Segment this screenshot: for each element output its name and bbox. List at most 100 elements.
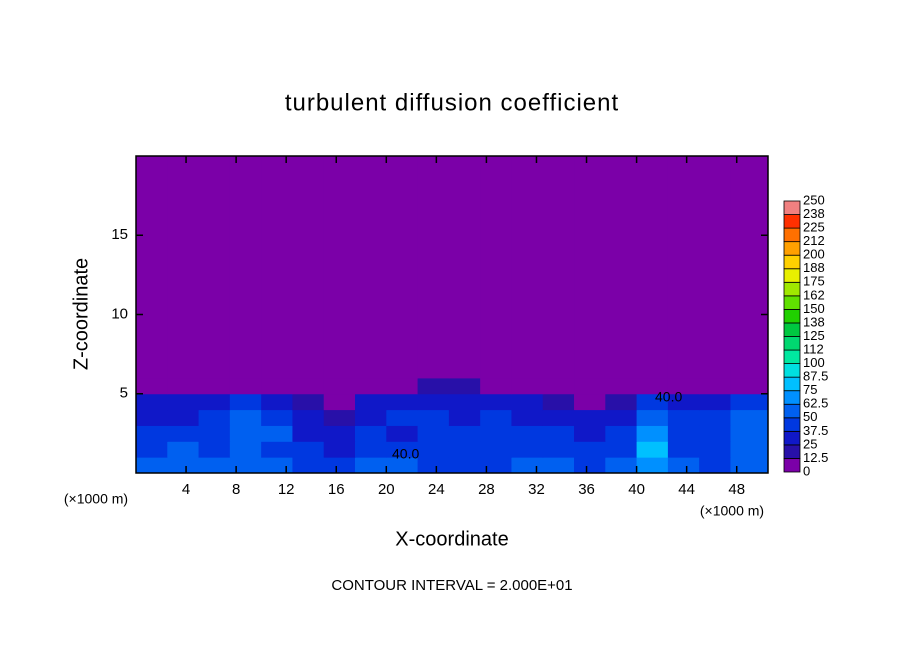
field-cell — [198, 425, 231, 442]
field-cell — [136, 457, 168, 474]
field-cell — [167, 156, 200, 379]
field-cell — [699, 377, 731, 395]
field-cell — [667, 425, 700, 442]
y-axis-label: Z-coordinate — [70, 258, 92, 370]
field-cell — [636, 393, 669, 411]
field-cell — [417, 156, 450, 379]
field-cell — [636, 457, 669, 474]
field-cell — [511, 377, 544, 395]
field-cell — [386, 457, 419, 474]
field-cell — [386, 377, 419, 395]
field-cell — [730, 457, 769, 474]
field-cell — [511, 457, 544, 474]
colorbar-cell — [783, 458, 801, 473]
field-cell — [417, 425, 450, 442]
colorbar-label: 250 — [803, 192, 825, 207]
field-cell — [511, 156, 544, 379]
field-cell — [511, 393, 544, 411]
field-cell — [542, 377, 575, 395]
colorbar-cell — [783, 417, 801, 432]
field-cell — [542, 393, 575, 411]
field-cell — [480, 377, 512, 395]
field-cell — [417, 377, 450, 395]
field-cell — [261, 409, 293, 426]
field-cell — [261, 156, 293, 379]
field-cell — [542, 156, 575, 379]
field-cell — [229, 393, 262, 411]
x-tick-label: 28 — [478, 481, 495, 498]
field-cell — [448, 393, 481, 411]
colorbar-cell — [783, 403, 801, 419]
field-cell — [667, 393, 700, 411]
field-cell — [167, 441, 200, 458]
field-cell — [730, 156, 769, 379]
field-cell — [198, 409, 231, 426]
field-cell — [355, 393, 387, 411]
field-cell — [448, 409, 481, 426]
field-cell — [699, 409, 731, 426]
field-cell — [229, 457, 262, 474]
colorbar-cell — [783, 227, 801, 243]
colorbar-label: 75 — [803, 382, 817, 397]
x-tick-label: 16 — [328, 481, 345, 498]
field-cell — [636, 409, 669, 426]
field-cell — [480, 393, 512, 411]
field-cell — [261, 457, 293, 474]
colorbar-label: 200 — [803, 247, 825, 262]
field-cell — [292, 425, 325, 442]
colorbar-cell — [783, 200, 801, 215]
field-cell — [542, 409, 575, 426]
colorbar-label: 188 — [803, 260, 825, 275]
field-cell — [511, 409, 544, 426]
field-cell — [480, 425, 512, 442]
field-cell — [292, 457, 325, 474]
field-cell — [292, 409, 325, 426]
colorbar-cell — [783, 322, 801, 337]
chart-title: turbulent diffusion coefficient — [285, 89, 619, 116]
x-tick-label: 12 — [278, 481, 295, 498]
field-cell — [136, 156, 168, 379]
colorbar-label: 212 — [803, 233, 825, 248]
footer-note: CONTOUR INTERVAL = 2.000E+01 — [331, 577, 572, 594]
field-cell — [699, 457, 731, 474]
field-cell — [417, 441, 450, 458]
y-tick-label: 5 — [120, 385, 128, 402]
field-cell — [355, 156, 387, 379]
x-tick-label: 40 — [628, 481, 645, 498]
colorbar-label: 87.5 — [803, 369, 828, 384]
field-cell — [480, 457, 512, 474]
x-tick-label: 44 — [678, 481, 695, 498]
colorbar-label: 37.5 — [803, 423, 828, 438]
field-cell — [136, 441, 168, 458]
colorbar-label: 12.5 — [803, 450, 828, 465]
colorbar-cell — [783, 254, 801, 270]
field-cell — [355, 441, 387, 458]
field-cell — [605, 393, 638, 411]
colorbar-cell — [783, 281, 801, 297]
field-cell — [605, 156, 638, 379]
colorbar-cell — [783, 430, 801, 446]
colorbar-cell — [783, 308, 801, 324]
field-cell — [323, 409, 356, 426]
field-cell — [574, 425, 606, 442]
field-cell — [323, 377, 356, 395]
colorbar-cell — [783, 268, 801, 283]
contour-label: 40.0 — [392, 446, 419, 462]
field-cell — [355, 377, 387, 395]
field-cell — [448, 156, 481, 379]
field-cell — [229, 377, 262, 395]
field-cell — [167, 377, 200, 395]
field-cell — [167, 409, 200, 426]
field-cell — [574, 409, 606, 426]
y-tick-label: 10 — [111, 305, 128, 322]
field-cell — [636, 156, 669, 379]
field-cell — [386, 409, 419, 426]
field-cell — [574, 457, 606, 474]
field-cell — [292, 441, 325, 458]
field-cell — [730, 409, 769, 426]
field-cell — [323, 425, 356, 442]
field-cell — [136, 377, 168, 395]
field-cell — [261, 393, 293, 411]
field-cell — [636, 441, 669, 458]
